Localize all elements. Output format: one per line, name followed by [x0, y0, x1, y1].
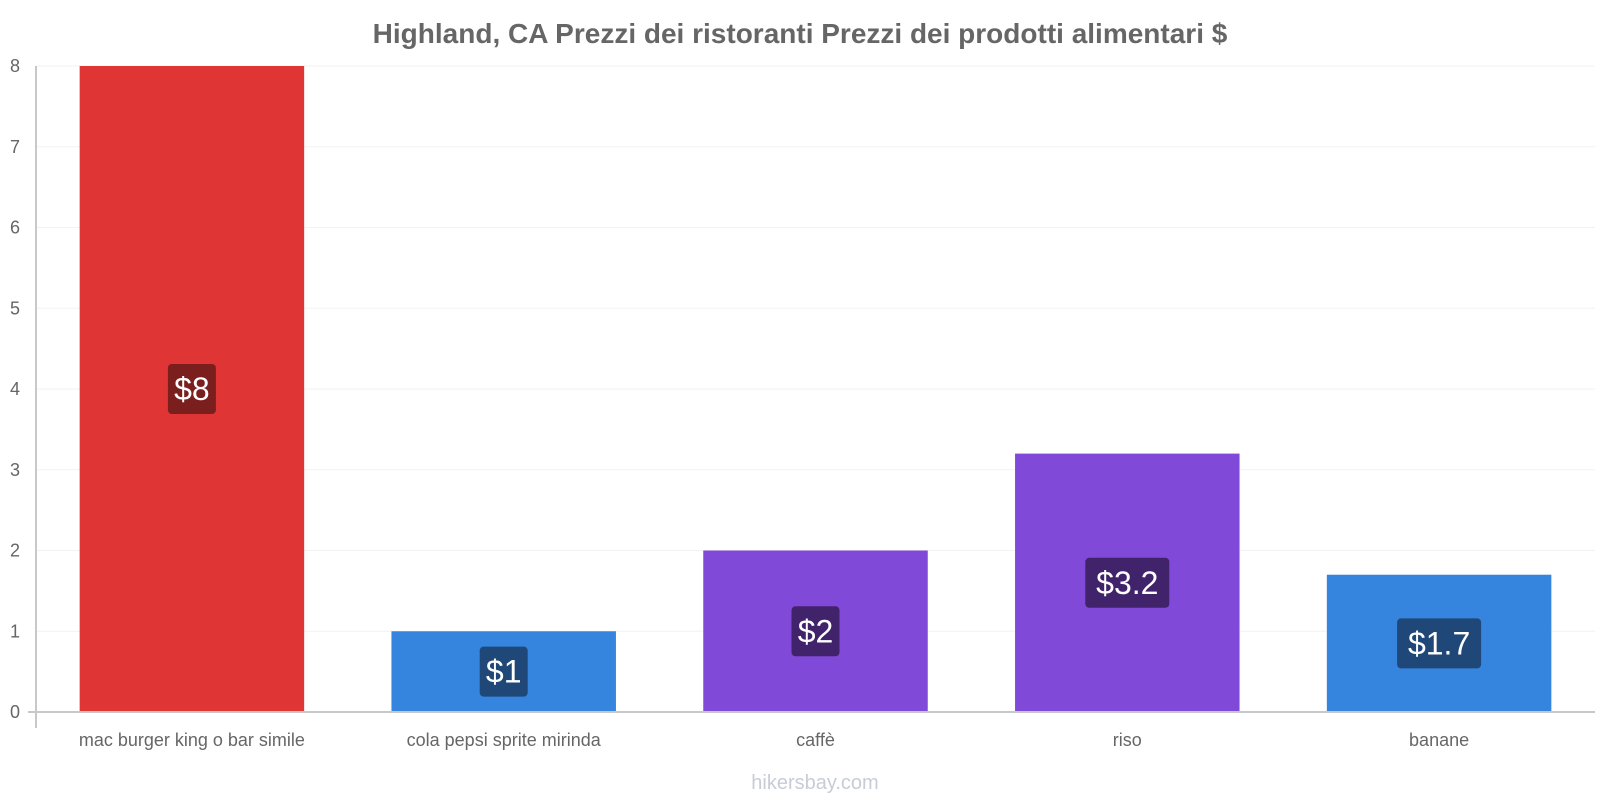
y-tick-label: 1 — [10, 621, 20, 641]
y-tick-label: 5 — [10, 298, 20, 318]
data-label: $1 — [486, 654, 522, 690]
y-axis-ticks: 0 1 2 3 4 5 6 7 8 — [10, 56, 20, 722]
x-category-label: riso — [1113, 730, 1142, 750]
y-tick-label: 8 — [10, 56, 20, 76]
data-label: $3.2 — [1096, 565, 1158, 601]
data-labels: $8 $1 $2 $3.2 $1.7 — [167, 364, 1482, 697]
x-axis-labels: mac burger king o bar simile cola pepsi s… — [79, 730, 1469, 750]
y-tick-label: 4 — [10, 379, 20, 399]
data-label: $1.7 — [1408, 625, 1470, 661]
x-category-label: cola pepsi sprite mirinda — [407, 730, 602, 750]
y-tick-label: 6 — [10, 218, 20, 238]
y-tick-label: 7 — [10, 137, 20, 157]
y-tick-label: 3 — [10, 460, 20, 480]
y-tick-label: 2 — [10, 541, 20, 561]
x-category-label: banane — [1409, 730, 1469, 750]
data-label-box — [167, 364, 216, 414]
x-category-label: caffè — [796, 730, 835, 750]
watermark: hikersbay.com — [751, 772, 878, 794]
chart-title: Highland, CA Prezzi dei ristoranti Prezz… — [373, 18, 1228, 49]
data-label-box — [1085, 557, 1170, 608]
data-label: $8 — [174, 371, 210, 407]
data-label: $2 — [798, 613, 834, 649]
y-tick-label: 0 — [10, 702, 20, 722]
x-category-label: mac burger king o bar simile — [79, 730, 305, 750]
data-label-box — [479, 646, 528, 697]
data-label-box — [791, 606, 840, 657]
data-label-box — [1397, 618, 1482, 669]
